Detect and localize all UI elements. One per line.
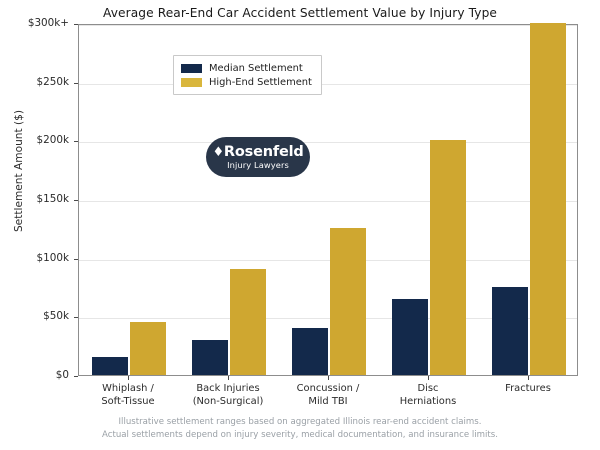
gridline (79, 318, 577, 320)
bar-high-end (230, 269, 266, 375)
legend-swatch-high-end-icon (181, 77, 202, 87)
x-axis-tick-mark (328, 376, 330, 380)
bar-median (292, 328, 328, 375)
y-axis-tick-mark (74, 258, 78, 260)
footnote-line-1: Illustrative settlement ranges based on … (118, 417, 482, 427)
bar-high-end (330, 228, 366, 375)
bar-high-end (530, 23, 566, 375)
bar-median (92, 357, 128, 375)
x-axis-tick-mark (228, 376, 230, 380)
watermark-brand-text: Rosenfeld (223, 143, 304, 160)
x-axis-tick-mark (128, 376, 130, 380)
plot-area: ♦Rosenfeld Injury Lawyers Median Settlem… (78, 23, 578, 376)
x-axis-tick-label: Concussion / Mild TBI (296, 383, 360, 407)
y-axis-tick-label: $300k+ (27, 17, 69, 29)
y-axis-label: Settlement Amount ($) (13, 109, 25, 233)
y-axis-tick-label: $0 (55, 369, 69, 381)
rosenfeld-logo-watermark: ♦Rosenfeld Injury Lawyers (206, 137, 310, 177)
y-axis-tick-mark (74, 82, 78, 84)
y-axis-tick-mark (74, 317, 78, 319)
chart-legend: Median Settlement High-End Settlement (173, 55, 322, 95)
legend-item-high-end: High-End Settlement (181, 75, 312, 89)
gridline (79, 259, 577, 261)
watermark-brand-name: ♦Rosenfeld (212, 143, 304, 160)
bar-median (192, 339, 228, 375)
gridline (79, 25, 577, 26)
x-axis-tick-label: Disc Herniations (399, 383, 457, 407)
legend-label-high-end: High-End Settlement (209, 76, 312, 88)
y-axis-tick-label: $50k (43, 310, 69, 323)
bar-median (492, 287, 528, 375)
y-axis-tick-label: $150k (36, 193, 69, 205)
footnote-line-2: Actual settlements depend on injury seve… (102, 429, 498, 440)
y-axis-tick-label: $200k (36, 134, 69, 147)
legend-item-median: Median Settlement (181, 61, 312, 75)
y-axis-tick-label: $250k (36, 75, 69, 88)
y-axis-tick-mark (74, 200, 78, 202)
x-axis-tick-mark (428, 376, 430, 380)
gridline (79, 142, 577, 144)
x-axis-tick-label: Back Injuries (Non-Surgical) (192, 383, 264, 407)
watermark-mark-icon: ♦ (212, 144, 224, 160)
gridline (79, 201, 577, 202)
bar-high-end (430, 140, 466, 375)
x-axis-tick-label: Whiplash / Soft-Tissue (101, 383, 155, 407)
watermark-subtitle: Injury Lawyers (227, 159, 289, 170)
x-axis-tick-mark (528, 376, 530, 380)
legend-swatch-median-icon (181, 63, 202, 73)
legend-label-median: Median Settlement (209, 62, 303, 74)
y-axis-tick-mark (74, 24, 78, 26)
y-axis-tick-mark (74, 141, 78, 143)
bar-high-end (130, 322, 166, 375)
gridline (79, 83, 577, 85)
x-axis-tick-label: Fractures (505, 383, 551, 394)
chart-title: Average Rear-End Car Accident Settlement… (102, 6, 498, 20)
y-axis-tick-mark (74, 376, 78, 378)
chart-footnote: Illustrative settlement ranges based on … (0, 416, 600, 441)
bar-median (392, 298, 428, 375)
y-axis-tick-label: $100k (36, 251, 69, 264)
